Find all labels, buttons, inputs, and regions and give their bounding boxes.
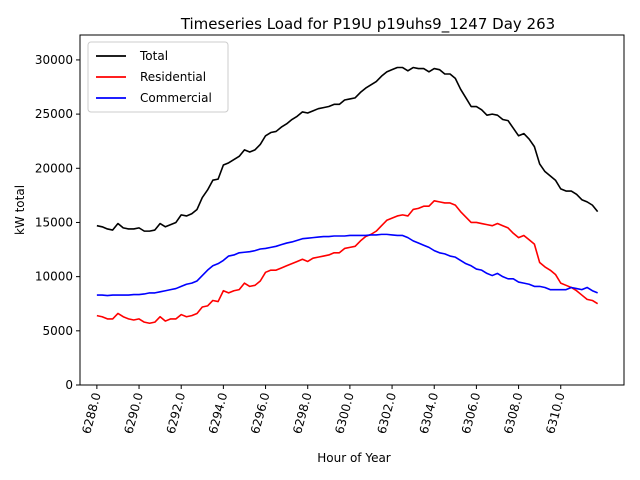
y-tick-label: 15000 [35,215,73,229]
y-tick-label: 0 [65,378,73,392]
y-tick-label: 10000 [35,270,73,284]
series-line-residential [96,199,599,325]
legend-label-residential: Residential [140,70,206,84]
legend: Total Residential Commercial [87,41,229,113]
y-tick-label: 25000 [35,107,73,121]
y-tick-label: 30000 [35,53,73,67]
y-tick-label: 20000 [35,161,73,175]
plot-frame [79,34,625,386]
x-axis-label: Hour of Year [317,451,391,465]
y-axis: 0 5000 10000 15000 20000 25000 30000 [35,53,80,392]
y-axis-label: kW total [13,185,27,235]
legend-label-total: Total [139,49,168,63]
legend-label-commercial: Commercial [140,91,212,105]
series-line-commercial [96,233,598,297]
y-tick-label: 5000 [42,324,73,338]
legend-box [87,41,229,113]
series-line-total [96,66,599,232]
chart-title: Timeseries Load for P19U p19uhs9_1247 Da… [180,15,555,34]
plot-lines [96,66,599,325]
